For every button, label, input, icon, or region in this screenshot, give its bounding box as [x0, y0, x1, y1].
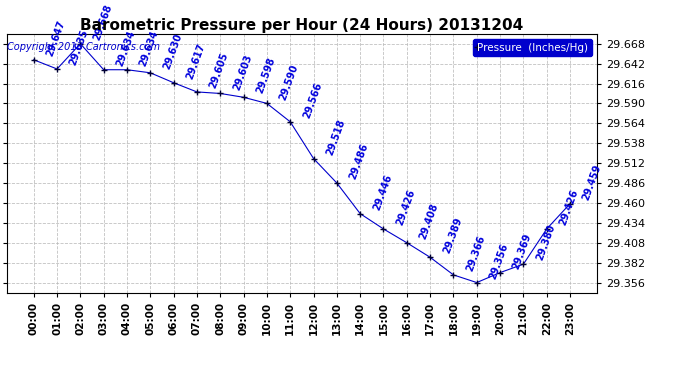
Pressure  (Inches/Hg): [496, 270, 504, 275]
Pressure  (Inches/Hg): [146, 70, 155, 75]
Pressure  (Inches/Hg): [333, 181, 341, 185]
Pressure  (Inches/Hg): [170, 81, 178, 85]
Pressure  (Inches/Hg): [193, 90, 201, 94]
Pressure  (Inches/Hg): [309, 156, 317, 161]
Text: 29.380: 29.380: [535, 223, 557, 262]
Legend: Pressure  (Inches/Hg): Pressure (Inches/Hg): [473, 39, 591, 56]
Pressure  (Inches/Hg): [449, 273, 457, 277]
Line: Pressure  (Inches/Hg): Pressure (Inches/Hg): [30, 40, 573, 286]
Pressure  (Inches/Hg): [123, 68, 131, 72]
Text: 29.605: 29.605: [208, 51, 230, 90]
Text: 29.566: 29.566: [302, 81, 324, 120]
Text: 29.630: 29.630: [161, 32, 184, 70]
Text: 29.634: 29.634: [115, 29, 137, 68]
Text: Copyright 2013 Cartronics.com: Copyright 2013 Cartronics.com: [7, 42, 160, 51]
Pressure  (Inches/Hg): [239, 95, 248, 99]
Pressure  (Inches/Hg): [76, 42, 84, 46]
Pressure  (Inches/Hg): [216, 91, 224, 96]
Text: 29.426: 29.426: [395, 188, 417, 227]
Text: 29.408: 29.408: [418, 202, 440, 241]
Pressure  (Inches/Hg): [286, 120, 295, 124]
Text: 29.590: 29.590: [278, 63, 300, 101]
Pressure  (Inches/Hg): [99, 68, 108, 72]
Text: 29.603: 29.603: [231, 53, 254, 91]
Pressure  (Inches/Hg): [380, 227, 388, 231]
Text: 29.486: 29.486: [348, 142, 371, 181]
Pressure  (Inches/Hg): [566, 201, 574, 206]
Text: 29.668: 29.668: [92, 3, 114, 42]
Text: 29.598: 29.598: [255, 56, 277, 95]
Pressure  (Inches/Hg): [30, 57, 38, 62]
Text: 29.366: 29.366: [464, 234, 486, 273]
Pressure  (Inches/Hg): [542, 227, 551, 231]
Pressure  (Inches/Hg): [53, 67, 61, 71]
Text: 29.356: 29.356: [488, 242, 510, 280]
Text: 29.635: 29.635: [68, 28, 90, 67]
Pressure  (Inches/Hg): [403, 240, 411, 245]
Pressure  (Inches/Hg): [263, 101, 271, 106]
Text: 29.426: 29.426: [558, 188, 580, 227]
Text: 29.446: 29.446: [371, 173, 393, 211]
Text: 29.389: 29.389: [441, 216, 464, 255]
Text: 29.459: 29.459: [581, 163, 603, 201]
Pressure  (Inches/Hg): [520, 262, 528, 266]
Pressure  (Inches/Hg): [356, 211, 364, 216]
Pressure  (Inches/Hg): [473, 280, 481, 285]
Text: 29.634: 29.634: [138, 29, 160, 68]
Text: 29.518: 29.518: [325, 118, 347, 156]
Text: 29.647: 29.647: [45, 19, 67, 58]
Pressure  (Inches/Hg): [426, 255, 434, 260]
Text: 29.617: 29.617: [185, 42, 207, 81]
Title: Barometric Pressure per Hour (24 Hours) 20131204: Barometric Pressure per Hour (24 Hours) …: [80, 18, 524, 33]
Text: 29.369: 29.369: [511, 232, 533, 270]
